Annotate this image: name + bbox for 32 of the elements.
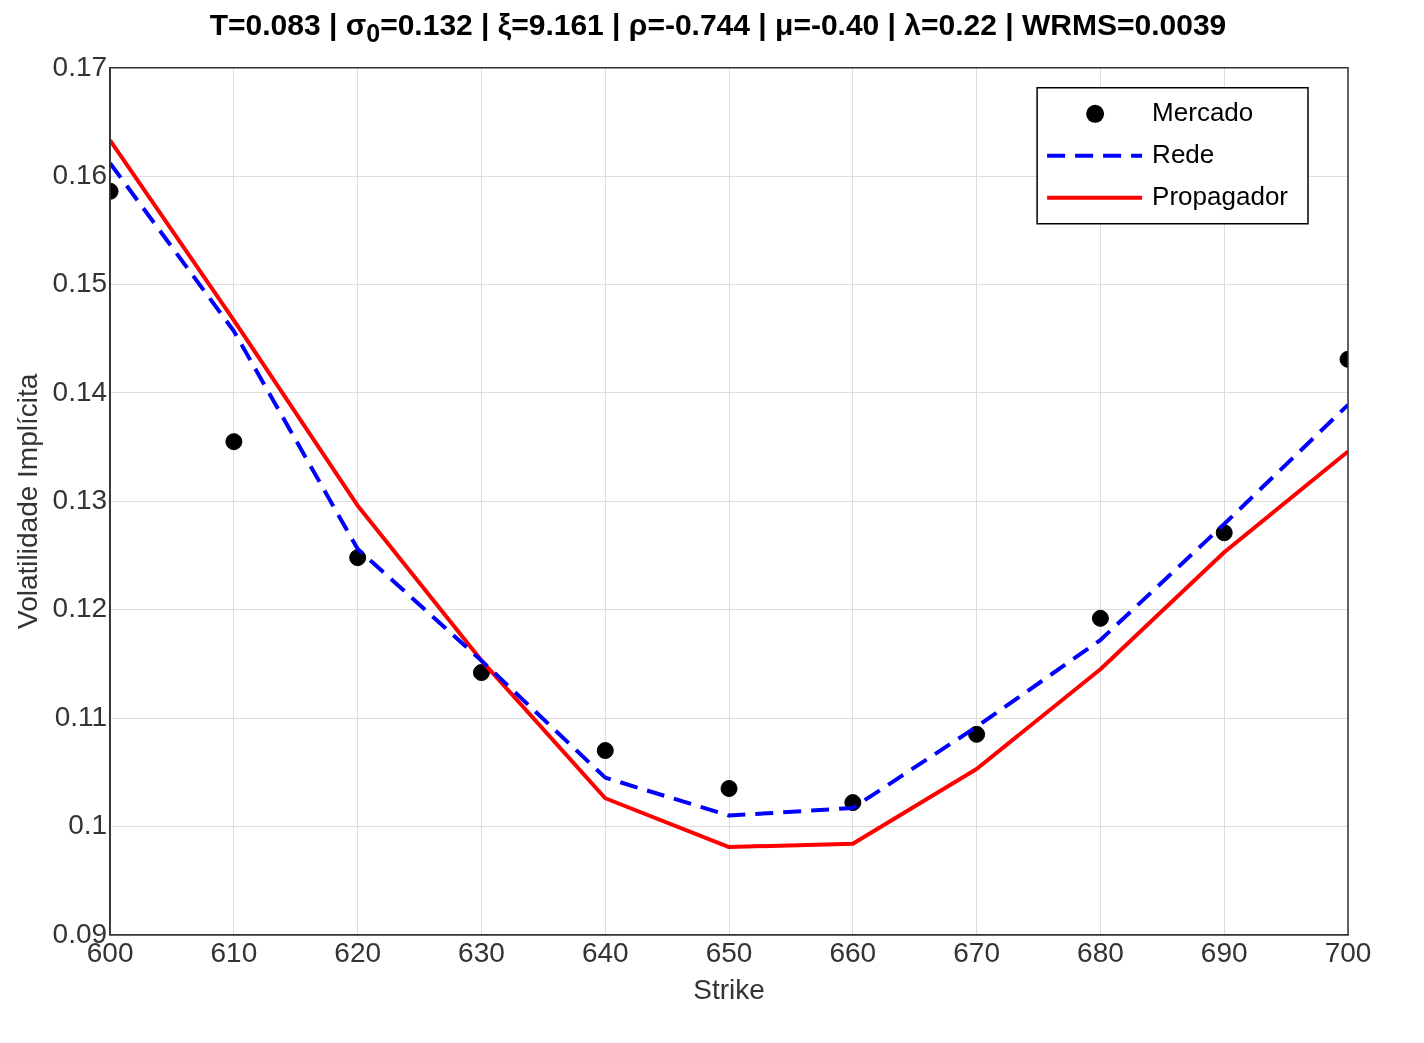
point: [1215, 524, 1233, 542]
x-tick-label: 660: [829, 937, 877, 969]
x-tick-label: 620: [334, 937, 382, 969]
x-tick-label: 630: [458, 937, 505, 969]
point: [968, 725, 986, 743]
x-axis-title: Strike: [693, 973, 765, 1005]
point: [720, 779, 738, 797]
y-tick-label: 0.1: [68, 809, 108, 841]
y-tick-label: 0.14: [52, 375, 108, 407]
point: [472, 664, 490, 682]
legend-label: Rede: [1152, 138, 1215, 169]
x-tick-label: 650: [705, 937, 753, 969]
x-tick-label: 670: [953, 937, 1000, 969]
y-tick-label: 0.16: [52, 158, 108, 190]
y-axis-title: Volatilidade Implícita: [11, 373, 43, 629]
x-tick-label: 610: [210, 937, 258, 969]
x-tick-label: 690: [1200, 937, 1248, 969]
legend-label: Mercado: [1152, 96, 1254, 127]
y-tick-label: 0.11: [54, 700, 108, 732]
point: [225, 433, 243, 451]
point: [349, 549, 367, 567]
y-tick-label: 0.12: [52, 592, 108, 624]
x-tick-label: 700: [1324, 937, 1372, 969]
point: [1091, 609, 1109, 627]
chart-title: T=0.083 | σ$_{0}$=0.132 | ξ=9.161 | ρ=-0.744 | μ=-0.40 | λ=0.22 | WRMS=0.0039: [208, 8, 1228, 48]
x-tick-label: 680: [1077, 937, 1124, 969]
legend-label: Propagador: [1152, 180, 1289, 211]
y-tick-label: 0.13: [52, 484, 108, 516]
point: [596, 742, 614, 760]
x-tick-label: 640: [581, 937, 629, 969]
y-tick-label: 0.15: [52, 267, 108, 299]
y-tick-label: 0.17: [52, 50, 108, 82]
